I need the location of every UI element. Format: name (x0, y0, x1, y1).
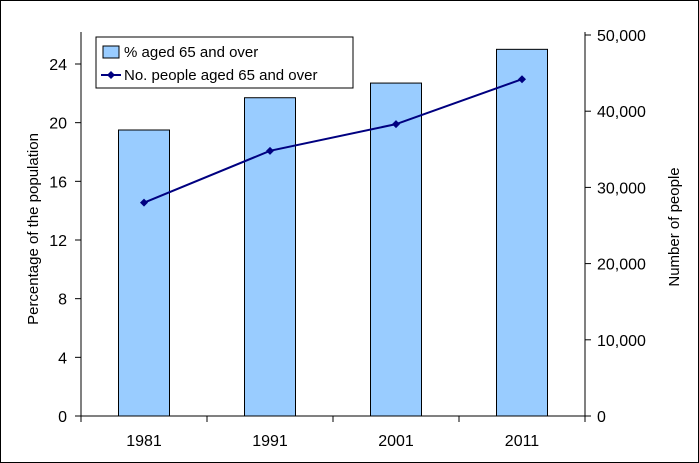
legend-label-line: No. people aged 65 and over (124, 67, 317, 84)
legend-label-bar: % aged 65 and over (124, 44, 258, 61)
right-axis-ticks: 0 10,000 20,000 30,000 40,000 50,000 (585, 28, 646, 426)
bar-2011 (496, 48, 548, 417)
line-point-2011 (518, 75, 526, 84)
bar-1981 (118, 129, 170, 417)
y-tick-label: 16 (49, 174, 67, 191)
legend-box (95, 36, 354, 89)
y2-tick-label: 0 (597, 409, 606, 426)
y2-tick-label: 40,000 (597, 104, 646, 121)
y2-tick-label: 10,000 (597, 333, 646, 350)
y-tick-label: 4 (58, 350, 67, 367)
bar-2001 (370, 82, 422, 417)
y-tick-label: 12 (49, 233, 67, 250)
bar-series (118, 48, 548, 417)
y2-tick-label: 50,000 (597, 28, 646, 45)
left-axis-ticks: 0 4 8 12 16 20 24 (49, 57, 81, 426)
line-point-1981 (140, 198, 148, 207)
x-tick-label: 2001 (378, 433, 414, 450)
legend-swatch-bar (102, 45, 120, 59)
y2-tick-label: 30,000 (597, 180, 646, 197)
line-point-1991 (266, 146, 274, 155)
x-tick-label: 1991 (252, 433, 288, 450)
x-tick-label: 1981 (126, 433, 162, 450)
y-tick-label: 20 (49, 116, 67, 133)
line-point-2001 (392, 120, 400, 129)
bar-1991 (244, 97, 296, 417)
line-path (143, 78, 523, 204)
y2-tick-label: 20,000 (597, 257, 646, 274)
y2-axis-label: Number of people (666, 167, 683, 286)
legend: % aged 65 and over No. people aged 65 an… (95, 36, 354, 89)
y-tick-label: 8 (58, 292, 67, 309)
line-series (140, 75, 526, 207)
y-tick-label: 0 (58, 409, 67, 426)
x-tick-label: 2011 (505, 433, 540, 450)
x-axis-ticks: 1981 1991 2001 2011 (80, 416, 586, 450)
y-tick-label: 24 (49, 57, 67, 74)
legend-swatch-marker (107, 71, 115, 79)
y-axis-label: Percentage of the population (25, 133, 42, 325)
